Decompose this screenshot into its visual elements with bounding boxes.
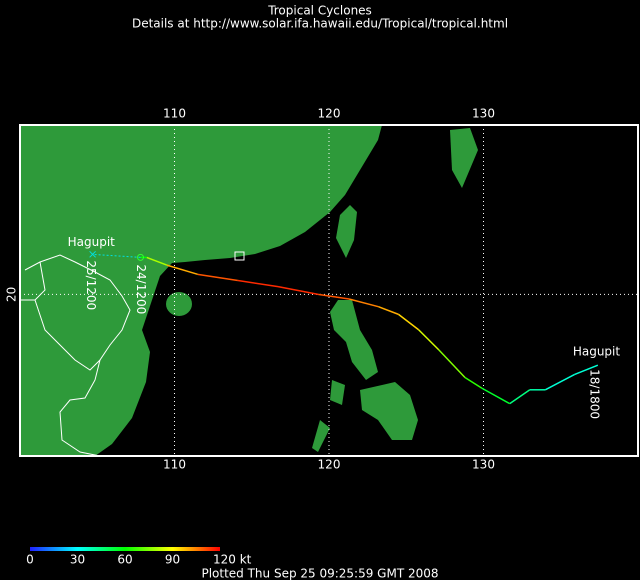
footer: Plotted Thu Sep 25 09:25:59 GMT 2008 — [201, 567, 438, 580]
forecast-end — [89, 250, 96, 258]
current-position — [137, 253, 145, 261]
time-label: 24/1200 — [134, 264, 148, 314]
colorbar-label: 30 — [70, 553, 85, 567]
track-segment — [418, 329, 440, 351]
track-segment — [348, 298, 379, 308]
colorbar-label: 120 kt — [213, 553, 252, 567]
y-tick-label: 20 — [5, 287, 19, 302]
track-segment — [544, 373, 576, 391]
visayas — [360, 382, 418, 440]
storm-name: Hagupit — [68, 235, 116, 249]
track-segment — [481, 387, 511, 405]
track-segment — [574, 364, 599, 376]
land — [20, 125, 478, 456]
palawan — [312, 420, 330, 452]
track-segment — [509, 389, 531, 405]
track-segment — [166, 264, 198, 276]
track-segment — [318, 293, 350, 300]
borders — [20, 251, 245, 457]
track-segment — [398, 313, 420, 331]
mainland — [20, 125, 382, 456]
x-tick-label: 110 — [163, 107, 186, 121]
track-segment — [146, 256, 168, 266]
track-segment — [378, 305, 399, 316]
track-segment — [277, 285, 319, 296]
subtitle: Details at http://www.solar.ifa.hawaii.e… — [132, 17, 508, 31]
title: Tropical Cyclones — [267, 4, 372, 18]
colorbar-label: 60 — [117, 553, 132, 567]
island-outline — [234, 251, 245, 261]
korea-japan — [450, 128, 478, 188]
hainan — [166, 292, 192, 316]
colorbar-label: 0 — [26, 553, 34, 567]
track-segment — [197, 273, 238, 282]
taiwan — [336, 205, 357, 258]
x-tick-label: 120 — [318, 107, 341, 121]
time-label: 25/1200 — [84, 260, 98, 310]
track-segment — [464, 376, 483, 389]
time-label: 18/1800 — [587, 369, 601, 419]
track-segment — [438, 349, 466, 378]
border — [24, 254, 131, 457]
x-tick-label: 130 — [472, 107, 495, 121]
track-segment — [237, 279, 279, 288]
luzon — [330, 300, 378, 380]
colorbar — [30, 547, 220, 551]
x-tick-label: 120 — [318, 458, 341, 472]
x-tick-label: 110 — [163, 458, 186, 472]
storm-name: Hagupit — [573, 345, 621, 359]
map-frame — [19, 124, 639, 457]
x-tick-label: 130 — [472, 458, 495, 472]
border — [34, 261, 101, 371]
colorbar-label: 90 — [165, 553, 180, 567]
mindoro — [330, 380, 345, 405]
